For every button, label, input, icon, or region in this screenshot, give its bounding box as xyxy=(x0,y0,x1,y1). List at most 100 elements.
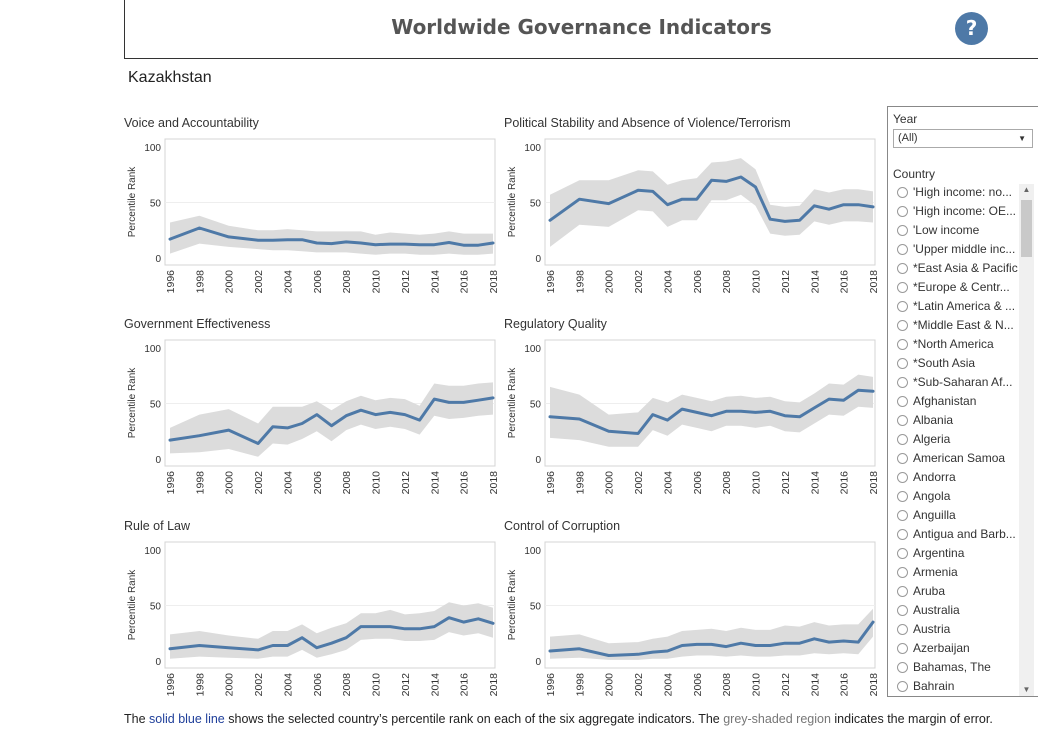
radio-button[interactable] xyxy=(897,320,908,331)
data-point[interactable] xyxy=(809,634,819,644)
data-point[interactable] xyxy=(297,235,307,245)
data-point[interactable] xyxy=(444,237,454,247)
data-point[interactable] xyxy=(224,643,234,653)
data-point[interactable] xyxy=(868,617,878,627)
data-point[interactable] xyxy=(473,395,483,405)
data-point[interactable] xyxy=(165,644,175,654)
data-point[interactable] xyxy=(736,638,746,648)
data-point[interactable] xyxy=(839,200,849,210)
country-option[interactable]: Antigua and Barb... xyxy=(888,526,1018,545)
data-point[interactable] xyxy=(721,406,731,416)
radio-button[interactable] xyxy=(897,415,908,426)
data-point[interactable] xyxy=(371,410,381,420)
data-point[interactable] xyxy=(824,637,834,647)
data-point[interactable] xyxy=(868,386,878,396)
data-point[interactable] xyxy=(853,200,863,210)
data-point[interactable] xyxy=(780,411,790,421)
country-option[interactable]: Bahamas, The xyxy=(888,659,1018,678)
data-point[interactable] xyxy=(780,216,790,226)
data-point[interactable] xyxy=(662,415,672,425)
radio-button[interactable] xyxy=(897,586,908,597)
data-point[interactable] xyxy=(341,237,351,247)
data-point[interactable] xyxy=(574,194,584,204)
data-point[interactable] xyxy=(692,407,702,417)
data-point[interactable] xyxy=(574,644,584,654)
data-point[interactable] xyxy=(662,200,672,210)
data-point[interactable] xyxy=(444,613,454,623)
data-point[interactable] xyxy=(224,425,234,435)
data-point[interactable] xyxy=(341,633,351,643)
data-point[interactable] xyxy=(327,421,337,431)
data-point[interactable] xyxy=(736,172,746,182)
radio-button[interactable] xyxy=(897,301,908,312)
data-point[interactable] xyxy=(312,238,322,248)
country-option[interactable]: Anguilla xyxy=(888,507,1018,526)
data-point[interactable] xyxy=(707,639,717,649)
country-option[interactable]: Azerbaijan xyxy=(888,640,1018,659)
data-point[interactable] xyxy=(677,194,687,204)
radio-button[interactable] xyxy=(897,510,908,521)
country-option[interactable]: 'High income: no... xyxy=(888,184,1018,203)
data-point[interactable] xyxy=(327,239,337,249)
data-point[interactable] xyxy=(765,640,775,650)
data-point[interactable] xyxy=(371,622,381,632)
data-point[interactable] xyxy=(400,410,410,420)
country-option[interactable]: *Europe & Centr... xyxy=(888,279,1018,298)
radio-button[interactable] xyxy=(897,548,908,559)
country-option[interactable]: 'High income: OE... xyxy=(888,203,1018,222)
radio-button[interactable] xyxy=(897,339,908,350)
radio-button[interactable] xyxy=(897,244,908,255)
radio-button[interactable] xyxy=(897,681,908,692)
country-option[interactable]: Armenia xyxy=(888,564,1018,583)
data-point[interactable] xyxy=(444,397,454,407)
country-option[interactable]: *Middle East & N... xyxy=(888,317,1018,336)
data-point[interactable] xyxy=(839,636,849,646)
data-point[interactable] xyxy=(545,412,555,422)
help-button[interactable]: ? xyxy=(955,12,988,45)
radio-button[interactable] xyxy=(897,529,908,540)
data-point[interactable] xyxy=(692,639,702,649)
country-option[interactable]: Austria xyxy=(888,621,1018,640)
data-point[interactable] xyxy=(795,215,805,225)
data-point[interactable] xyxy=(473,240,483,250)
radio-button[interactable] xyxy=(897,396,908,407)
radio-button[interactable] xyxy=(897,206,908,217)
data-point[interactable] xyxy=(824,394,834,404)
data-point[interactable] xyxy=(473,614,483,624)
country-option[interactable]: Afghanistan xyxy=(888,393,1018,412)
country-option[interactable]: American Samoa xyxy=(888,450,1018,469)
radio-button[interactable] xyxy=(897,263,908,274)
country-option[interactable]: *Latin America & ... xyxy=(888,298,1018,317)
data-point[interactable] xyxy=(488,618,498,628)
data-point[interactable] xyxy=(385,622,395,632)
data-point[interactable] xyxy=(751,407,761,417)
data-point[interactable] xyxy=(429,394,439,404)
country-option[interactable]: Bahrain xyxy=(888,678,1018,697)
data-point[interactable] xyxy=(736,406,746,416)
radio-button[interactable] xyxy=(897,282,908,293)
radio-button[interactable] xyxy=(897,624,908,635)
country-option[interactable]: *North America xyxy=(888,336,1018,355)
data-point[interactable] xyxy=(692,194,702,204)
data-point[interactable] xyxy=(415,624,425,634)
data-point[interactable] xyxy=(341,411,351,421)
data-point[interactable] xyxy=(648,410,658,420)
data-point[interactable] xyxy=(282,640,292,650)
scroll-up-icon[interactable]: ▲ xyxy=(1022,185,1031,194)
data-point[interactable] xyxy=(707,175,717,185)
data-point[interactable] xyxy=(809,403,819,413)
data-point[interactable] xyxy=(795,638,805,648)
data-point[interactable] xyxy=(415,415,425,425)
data-point[interactable] xyxy=(604,426,614,436)
data-point[interactable] xyxy=(312,410,322,420)
data-point[interactable] xyxy=(868,202,878,212)
scrollbar-thumb[interactable] xyxy=(1021,200,1032,257)
data-point[interactable] xyxy=(765,214,775,224)
data-point[interactable] xyxy=(809,201,819,211)
country-option[interactable]: Argentina xyxy=(888,545,1018,564)
data-point[interactable] xyxy=(648,186,658,196)
data-point[interactable] xyxy=(385,407,395,417)
data-point[interactable] xyxy=(297,633,307,643)
data-point[interactable] xyxy=(459,617,469,627)
data-point[interactable] xyxy=(165,435,175,445)
